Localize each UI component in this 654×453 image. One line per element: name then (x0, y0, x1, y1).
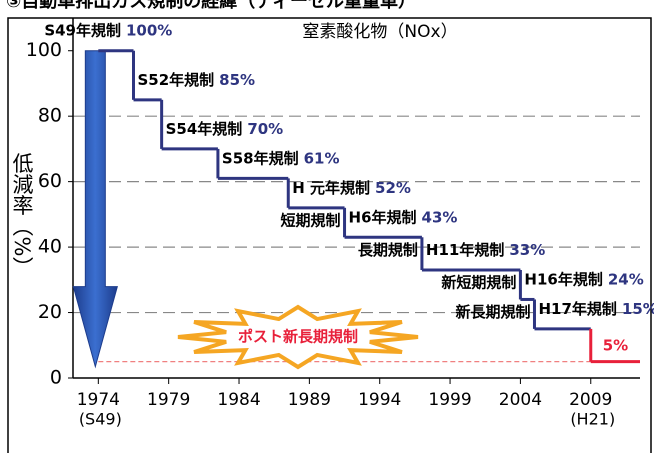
value-label: 43% (422, 208, 458, 226)
regulation-name: S58年規制 (222, 149, 299, 167)
step-label: 5% (603, 336, 628, 354)
regulation-name: S49年規制 (44, 21, 121, 39)
y-tick-label: 100 (26, 39, 62, 61)
step-label: H6年規制 43% (349, 208, 458, 226)
x-tick-label: 1979 (147, 390, 190, 410)
step-sublabel: 新長期規制 (455, 303, 530, 321)
y-tick-label: 40 (38, 236, 62, 258)
step-label: S49年規制 100% (44, 21, 172, 39)
step-label: H16年規制 24% (524, 270, 643, 288)
value-label: 85% (219, 70, 255, 88)
value-label: 61% (304, 149, 340, 167)
y-tick-label: 20 (38, 301, 62, 323)
callout-label: ポスト新長期規制 (238, 328, 358, 346)
value-label: 15% (622, 299, 654, 317)
x-tick-label: 2004 (499, 390, 542, 410)
x-tick-label: 1984 (217, 390, 260, 410)
step-sublabel: 新短期規制 (441, 274, 516, 292)
chart-title: 窒素酸化物（NOx） (302, 22, 457, 42)
y-tick-label: 0 (50, 367, 62, 389)
regulation-name: H17年規制 (538, 299, 616, 317)
page-header: ③自動車排出ガス規制の経緯（ディーゼル重量車） (6, 0, 416, 12)
value-label: 100% (126, 21, 172, 39)
value-label: 70% (247, 119, 283, 137)
step-sublabel: 短期規制 (281, 211, 341, 229)
step-label: H11年規制 33% (426, 241, 545, 259)
value-label: 33% (509, 241, 545, 259)
y-axis-label: 低減率（%） (10, 153, 34, 278)
x-tick-label: 1999 (428, 390, 471, 410)
x-tick-label: 1974 (77, 390, 120, 410)
step-sublabel: 長期規制 (358, 241, 418, 259)
regulation-name: S54年規制 (166, 119, 243, 137)
chart: ③自動車排出ガス規制の経緯（ディーゼル重量車） 窒素酸化物（NOx） 低減率（%… (0, 0, 654, 453)
regulation-name: H16年規制 (524, 270, 602, 288)
regulation-name: H 元年規制 (292, 178, 370, 196)
x-tick-sublabel: (H21) (570, 410, 615, 429)
regulation-name: H6年規制 (349, 208, 417, 226)
step-label: S58年規制 61% (222, 149, 340, 167)
value-label: 24% (608, 270, 644, 288)
reduction-arrow (73, 51, 117, 367)
value-label: 5% (603, 336, 628, 354)
step-label: H 元年規制 52% (292, 178, 411, 196)
x-tick-label: 1994 (358, 390, 401, 410)
x-tick-label: 2009 (569, 390, 612, 410)
step-label: H17年規制 15% (538, 299, 654, 317)
step-label: S52年規制 85% (137, 70, 255, 88)
regulation-name: S52年規制 (137, 70, 214, 88)
value-label: 52% (375, 178, 411, 196)
y-tick-label: 80 (38, 105, 62, 127)
x-tick-sublabel: (S49) (79, 410, 122, 429)
x-tick-label: 1989 (288, 390, 331, 410)
regulation-name: H11年規制 (426, 241, 504, 259)
y-tick-label: 60 (38, 170, 62, 192)
